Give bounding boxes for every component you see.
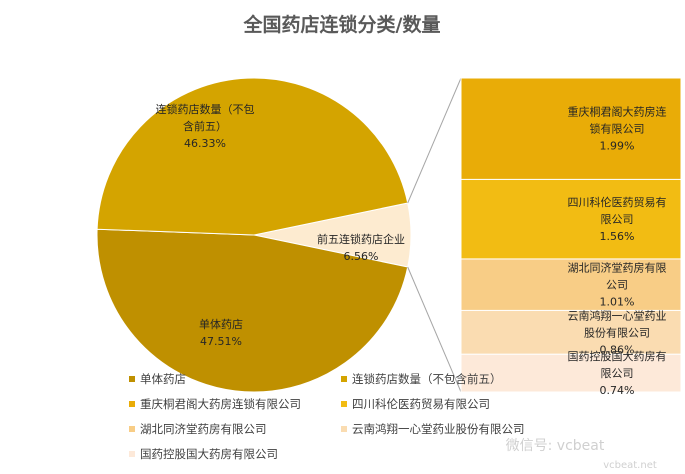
watermark-weixin: 微信号: vcbeat — [506, 438, 605, 454]
legend-swatch — [129, 426, 135, 432]
legend: 单体药店 连锁药店数量（不包含前五） 重庆桐君阁大药房连锁有限公司 四川科伦医药贸易有… — [129, 372, 525, 461]
legend-swatch — [341, 401, 347, 407]
pie-data-label: 连锁药店数量（不包含前五） 46.33% — [156, 102, 255, 150]
stacked-bar — [460, 77, 682, 393]
legend-swatch — [129, 451, 135, 457]
legend-entry: 国药控股国大药房有限公司 — [140, 447, 278, 461]
legend-swatch — [341, 376, 347, 382]
legend-entry: 四川科伦医药贸易有限公司 — [352, 397, 490, 411]
legend-swatch — [129, 376, 135, 382]
pie-data-label: 前五连锁药店企业 6.56% — [317, 232, 405, 263]
pie-slice — [96, 228, 409, 393]
legend-swatch — [341, 426, 347, 432]
legend-swatch — [129, 401, 135, 407]
bar-segment — [460, 178, 682, 260]
legend-entry: 云南鸿翔一心堂药业股份有限公司 — [352, 422, 525, 436]
connector-line-top — [407, 77, 462, 204]
legend-entry: 单体药店 — [140, 372, 186, 386]
bar-data-label: 国药控股国大药房有限公司 0.74% — [568, 349, 667, 397]
watermark-site: vcbeat.net — [603, 460, 657, 471]
chart-title: 全国药店连锁分类/数量 — [243, 13, 441, 36]
bar-segment — [460, 309, 682, 355]
connector-line-bottom — [407, 266, 462, 393]
bar-data-label: 重庆桐君阁大药房连锁有限公司 1.99% — [568, 105, 667, 153]
bar-data-label: 湖北同济堂药房有限公司 1.01% — [568, 261, 667, 309]
connector-lines — [407, 77, 462, 393]
watermark: 微信号: vcbeat vcbeat.net — [506, 438, 657, 471]
bar-segment — [460, 77, 682, 180]
pie-slices — [96, 77, 412, 393]
bar-data-label: 云南鸿翔一心堂药业股份有限公司 0.86% — [568, 308, 667, 356]
pie-slice — [96, 77, 409, 236]
data-labels: 单体药店 47.51% 连锁药店数量（不包含前五） 46.33% 前五连锁药店企业 6.5… — [156, 102, 667, 397]
legend-entry: 湖北同济堂药房有限公司 — [140, 422, 267, 436]
legend-entry: 连锁药店数量（不包含前五） — [352, 372, 502, 386]
bar-segment — [460, 353, 682, 393]
pie-data-label: 单体药店 47.51% — [199, 317, 243, 348]
bar-data-label: 四川科伦医药贸易有限公司 1.56% — [568, 195, 667, 243]
legend-entry: 重庆桐君阁大药房连锁有限公司 — [140, 397, 301, 411]
